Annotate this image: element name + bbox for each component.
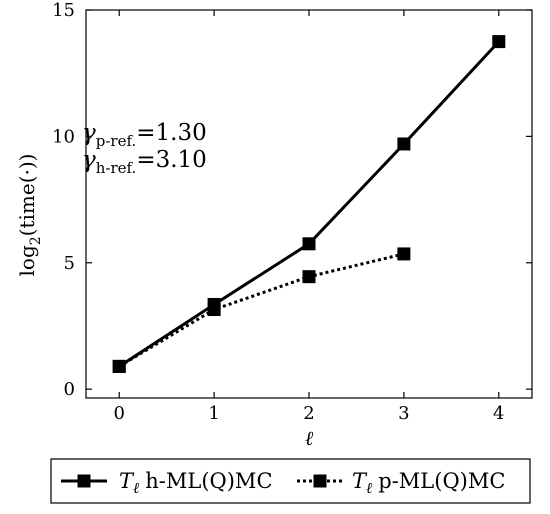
- rate-annotation-0: γp-ref.=1.30: [82, 120, 207, 150]
- legend-prefix: T: [119, 469, 135, 493]
- legend-marker-0: [77, 474, 91, 488]
- series-layer: [112, 35, 506, 373]
- data-point-s1-1: [207, 303, 221, 317]
- axis-ticks: 0 1 2 3 4 0 5 10 15: [52, 0, 532, 424]
- data-point-s0-3: [397, 137, 411, 151]
- x-tick-label-4: 4: [493, 403, 504, 424]
- legend: Tℓ h-ML(Q)MC Tℓ p-ML(Q)MC: [50, 458, 531, 504]
- data-point-s0-4: [492, 35, 506, 49]
- x-tick-label-2: 2: [303, 403, 314, 424]
- svg-text:log2(time(·)): log2(time(·)): [15, 154, 44, 277]
- legend-label-1: Tℓ p-ML(Q)MC: [352, 469, 505, 497]
- rate-symbol: γ: [82, 147, 96, 173]
- rate-value: =3.10: [136, 147, 206, 173]
- data-point-s1-2: [302, 270, 316, 284]
- legend-name: h-ML(Q)MC: [145, 469, 272, 493]
- y-tick-label-0: 0: [64, 379, 75, 400]
- data-point-s0-2: [302, 237, 316, 251]
- legend-sub: ℓ: [133, 479, 139, 497]
- rate-value: =1.30: [136, 120, 206, 146]
- plot-frame: [85, 9, 533, 399]
- series-line-0: [118, 40, 500, 368]
- x-axis-title: ℓ: [305, 426, 314, 450]
- y-axis-title-sub: 2: [28, 236, 44, 245]
- y-tick-label-1: 5: [64, 253, 75, 274]
- x-tick-label-0: 0: [113, 403, 124, 424]
- y-axis-title: log2(time(·)): [15, 154, 44, 277]
- series-line-1: [118, 252, 405, 368]
- legend-box: [50, 458, 531, 504]
- y-tick-label-2: 10: [52, 126, 75, 147]
- y-axis-title-base: log: [15, 245, 39, 276]
- legend-name: p-ML(Q)MC: [378, 469, 505, 493]
- legend-marker-1: [313, 474, 327, 488]
- y-axis-title-rest: (time(·)): [15, 154, 39, 237]
- legend-label-0: Tℓ h-ML(Q)MC: [119, 469, 273, 497]
- x-tick-label-3: 3: [398, 403, 409, 424]
- legend-prefix: T: [352, 469, 368, 493]
- rate-subscript: h-ref.: [96, 159, 137, 177]
- x-tick-label-1: 1: [208, 403, 219, 424]
- rate-symbol: γ: [82, 120, 96, 146]
- rate-annotation-1: γh-ref.=3.10: [82, 147, 207, 177]
- data-point-s1-0: [112, 359, 126, 373]
- rate-subscript: p-ref.: [96, 132, 137, 150]
- data-point-s1-3: [397, 247, 411, 261]
- y-tick-label-3: 15: [52, 0, 75, 21]
- legend-sub: ℓ: [366, 479, 372, 497]
